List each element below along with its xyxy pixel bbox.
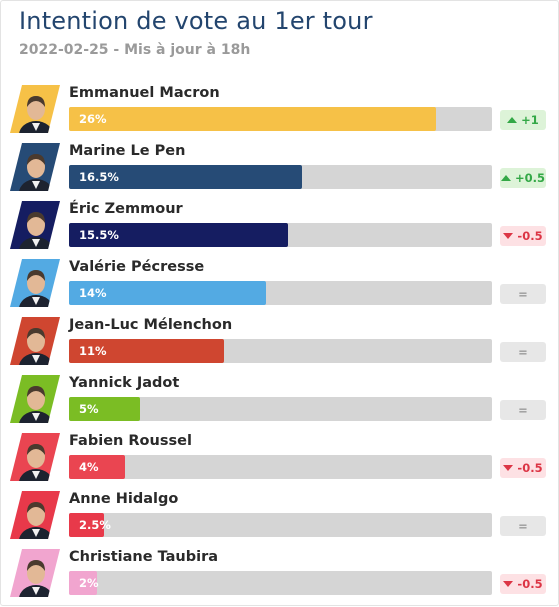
change-badge: = bbox=[500, 342, 546, 362]
bar-track: 5% bbox=[69, 397, 492, 421]
person-icon bbox=[10, 85, 60, 133]
bar bbox=[69, 571, 98, 595]
bar-value-label: 11% bbox=[79, 344, 107, 358]
candidate-name: Fabien Roussel bbox=[69, 433, 192, 449]
change-badge: -0.5 bbox=[500, 458, 546, 478]
bar-track: 2.5% bbox=[69, 513, 492, 537]
candidate-row: Yannick Jadot 5% = bbox=[0, 375, 559, 433]
bar-track: 2% bbox=[69, 571, 492, 595]
bar-value-label: 26% bbox=[79, 112, 107, 126]
arrow-down-icon bbox=[503, 465, 514, 471]
change-value: +1 bbox=[521, 113, 539, 127]
candidate-name: Emmanuel Macron bbox=[69, 85, 220, 101]
change-badge: = bbox=[500, 400, 546, 420]
candidate-name: Christiane Taubira bbox=[69, 549, 219, 565]
person-icon bbox=[10, 201, 60, 249]
bar-track: 11% bbox=[69, 339, 492, 363]
candidate-avatar bbox=[10, 491, 60, 539]
bar bbox=[69, 339, 225, 363]
candidate-row: Emmanuel Macron 26% +1 bbox=[0, 85, 559, 143]
change-value: -0.5 bbox=[517, 229, 543, 243]
candidate-row: Éric Zemmour 15.5% -0.5 bbox=[0, 201, 559, 259]
candidate-avatar bbox=[10, 85, 60, 133]
change-badge: = bbox=[500, 284, 546, 304]
change-value: = bbox=[518, 519, 528, 533]
bar-value-label: 2% bbox=[79, 576, 99, 590]
person-icon bbox=[10, 143, 60, 191]
person-icon bbox=[10, 491, 60, 539]
change-badge: = bbox=[500, 516, 546, 536]
chart-subtitle: 2022-02-25 - Mis à jour à 18h bbox=[19, 42, 251, 58]
bar bbox=[69, 223, 288, 247]
change-value: = bbox=[518, 403, 528, 417]
arrow-down-icon bbox=[503, 581, 514, 587]
candidate-avatar bbox=[10, 259, 60, 307]
candidate-avatar bbox=[10, 143, 60, 191]
candidate-name: Éric Zemmour bbox=[69, 201, 183, 217]
bar-value-label: 15.5% bbox=[79, 228, 119, 242]
bar-value-label: 16.5% bbox=[79, 170, 119, 184]
candidate-avatar bbox=[10, 549, 60, 597]
arrow-up-icon bbox=[507, 117, 518, 123]
bar-value-label: 4% bbox=[79, 460, 99, 474]
candidate-name: Marine Le Pen bbox=[69, 143, 186, 159]
bar-track: 4% bbox=[69, 455, 492, 479]
candidate-name: Valérie Pécresse bbox=[69, 259, 205, 275]
change-badge: -0.5 bbox=[500, 574, 546, 594]
bar bbox=[69, 281, 267, 305]
arrow-down-icon bbox=[503, 233, 514, 239]
bar-value-label: 2.5% bbox=[79, 518, 111, 532]
change-value: -0.5 bbox=[517, 461, 543, 475]
person-icon bbox=[10, 317, 60, 365]
candidate-row: Christiane Taubira 2% -0.5 bbox=[0, 549, 559, 607]
bar-track: 16.5% bbox=[69, 165, 492, 189]
candidate-row: Valérie Pécresse 14% = bbox=[0, 259, 559, 317]
change-value: = bbox=[518, 345, 528, 359]
bar bbox=[69, 397, 140, 421]
bar-track: 14% bbox=[69, 281, 492, 305]
bar-value-label: 5% bbox=[79, 402, 99, 416]
bar-value-label: 14% bbox=[79, 286, 107, 300]
candidate-name: Jean-Luc Mélenchon bbox=[69, 317, 233, 333]
bar bbox=[69, 165, 302, 189]
change-badge: +0.5 bbox=[500, 168, 546, 188]
bar bbox=[69, 455, 126, 479]
bar-track: 26% bbox=[69, 107, 492, 131]
bar bbox=[69, 513, 105, 537]
bar bbox=[69, 107, 436, 131]
candidate-avatar bbox=[10, 317, 60, 365]
person-icon bbox=[10, 549, 60, 597]
candidate-row: Anne Hidalgo 2.5% = bbox=[0, 491, 559, 549]
candidate-avatar bbox=[10, 375, 60, 423]
candidate-row: Fabien Roussel 4% -0.5 bbox=[0, 433, 559, 491]
person-icon bbox=[10, 259, 60, 307]
change-value: = bbox=[518, 287, 528, 301]
change-value: +0.5 bbox=[514, 171, 545, 185]
person-icon bbox=[10, 375, 60, 423]
bar-track: 15.5% bbox=[69, 223, 492, 247]
candidate-name: Yannick Jadot bbox=[69, 375, 180, 391]
candidate-row: Marine Le Pen 16.5% +0.5 bbox=[0, 143, 559, 201]
chart-title: Intention de vote au 1er tour bbox=[19, 7, 373, 35]
candidate-row: Jean-Luc Mélenchon 11% = bbox=[0, 317, 559, 375]
candidate-avatar bbox=[10, 201, 60, 249]
arrow-up-icon bbox=[500, 175, 511, 181]
person-icon bbox=[10, 433, 60, 481]
candidate-avatar bbox=[10, 433, 60, 481]
change-badge: +1 bbox=[500, 110, 546, 130]
change-value: -0.5 bbox=[517, 577, 543, 591]
candidate-name: Anne Hidalgo bbox=[69, 491, 179, 507]
change-badge: -0.5 bbox=[500, 226, 546, 246]
